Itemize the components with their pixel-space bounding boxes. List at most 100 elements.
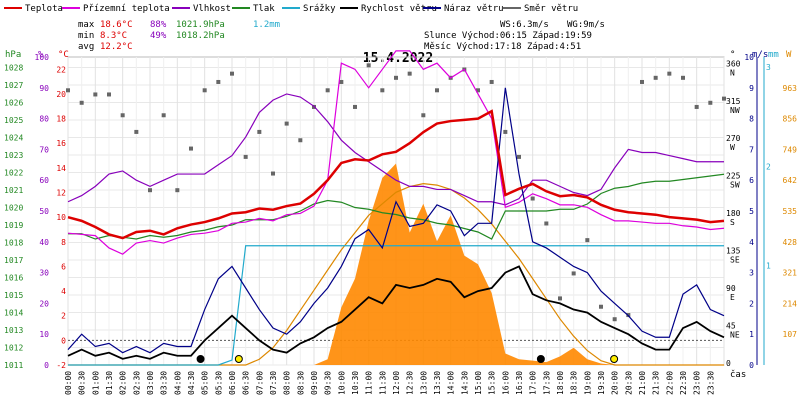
series-rychlost-vetru-line (67, 265, 725, 360)
tick-time-1: 00:30 (78, 371, 87, 395)
tick-time-40: 20:00 (611, 371, 620, 395)
tick-hpa-0: 1028 (4, 64, 23, 73)
series-smer-vetru-point (599, 304, 603, 309)
tick-time-41: 20:30 (624, 371, 633, 395)
tick-c-2: 18 (56, 115, 66, 124)
tick-c-6: 10 (56, 213, 66, 222)
series-smer-vetru-point (216, 79, 221, 84)
tick-pct-1: 90 (39, 84, 49, 93)
tick-time-24: 12:00 (392, 371, 401, 395)
series-smer-vetru-point (681, 75, 685, 80)
tick-w-3: 642 (783, 176, 798, 185)
tick-deg-dir-2: W (730, 143, 735, 152)
tick-pct-9: 10 (39, 330, 49, 339)
series-smer-vetru-point (612, 317, 617, 322)
stat-avg-temp: 12.2°C (100, 42, 133, 52)
legend-label-6: Náraz větru (444, 4, 504, 14)
series-smer-vetru-point (161, 113, 166, 118)
tick-c-1: 20 (56, 90, 66, 99)
tick-deg-6: 90 (726, 284, 736, 293)
series-prizemni-teplota-line (67, 50, 725, 255)
series-srazky-line (68, 245, 724, 366)
series-smer-vetru-point (148, 188, 152, 193)
series-slunecni-zareni-area (68, 163, 724, 365)
tick-w-6: 321 (783, 269, 798, 278)
series-smer-vetru-point (694, 104, 699, 109)
tick-ms-1: 9 (749, 84, 754, 93)
series-tlak (68, 173, 725, 240)
tick-time-47: 23:30 (706, 371, 715, 395)
series-smer-vetru-point (230, 71, 234, 76)
tick-w-5: 428 (783, 238, 798, 247)
tick-w-2: 749 (783, 145, 798, 154)
series-smer-vetru-point (544, 221, 549, 226)
marker-2 (536, 355, 545, 363)
tick-time-22: 11:00 (365, 371, 374, 395)
tick-time-18: 09:00 (310, 371, 319, 395)
series-smer-vetru-point (394, 75, 398, 80)
tick-hpa-9: 1019 (4, 221, 23, 230)
tick-time-0: 00:00 (64, 371, 73, 395)
series-smer-vetru-point (339, 79, 344, 84)
series-smer-vetru-point (175, 188, 180, 193)
tick-hpa-15: 1013 (4, 326, 23, 335)
tick-pct-7: 30 (39, 269, 49, 278)
tick-time-36: 18:00 (556, 371, 565, 395)
tick-deg-dir-3: SW (730, 181, 740, 190)
series-smer-vetru-point (722, 96, 726, 101)
series-smer-vetru-point (325, 88, 330, 93)
series-teplota (67, 109, 725, 240)
tick-hpa-16: 1012 (4, 344, 23, 353)
series-teplota-line (67, 109, 725, 240)
series-smer-vetru-point (284, 121, 289, 126)
tick-hpa-7: 1021 (4, 186, 23, 195)
plot-area (66, 50, 726, 366)
legend: Teplota Přízemní teplota Vlhkost Tlak Srážky… (4, 4, 578, 14)
tick-time-11: 05:30 (214, 371, 223, 395)
series-smer-vetru-point (571, 271, 576, 276)
series-smer-vetru-point (421, 113, 426, 118)
tick-time-3: 01:30 (105, 371, 114, 395)
tick-hpa-12: 1016 (4, 274, 23, 283)
stat-max-hum: 88% (150, 20, 167, 30)
series-rychlost-vetru (67, 265, 725, 360)
series-smer-vetru-point (653, 75, 658, 80)
tick-c-8: 6 (61, 262, 66, 271)
tick-time-21: 10:30 (351, 371, 360, 395)
tick-time-44: 22:00 (665, 371, 674, 395)
tick-ms-2: 8 (749, 115, 754, 124)
tick-ms-10: 0 (749, 361, 754, 370)
tick-deg-dir-4: S (730, 218, 735, 227)
series-slunecni-zareni (68, 163, 724, 365)
series-smer-vetru-point (353, 104, 357, 109)
tick-hpa-11: 1017 (4, 256, 23, 265)
tick-time-39: 19:30 (597, 371, 606, 395)
tick-hpa-2: 1026 (4, 99, 23, 108)
tick-pct-8: 20 (39, 299, 49, 308)
series-smer-vetru-point (558, 296, 562, 301)
tick-deg-2: 270 (726, 134, 741, 143)
series-tlak-line (68, 173, 725, 240)
tick-time-9: 04:30 (187, 371, 196, 395)
tick-time-28: 14:00 (447, 371, 456, 395)
tick-time-26: 13:00 (419, 371, 428, 395)
series-smer-vetru-point (435, 88, 439, 93)
series-smer-vetru-point (134, 129, 139, 134)
unit-hpa: hPa (5, 50, 21, 60)
tick-time-6: 03:00 (146, 371, 155, 395)
tick-time-20: 10:00 (337, 371, 346, 395)
tick-hpa-8: 1020 (4, 204, 23, 213)
tick-time-12: 06:00 (228, 371, 237, 395)
tick-w-4: 535 (783, 207, 798, 216)
tick-deg-3: 225 (726, 172, 741, 181)
tick-hpa-13: 1015 (4, 291, 23, 300)
series-smer-vetru-point (120, 113, 125, 118)
series-smer-vetru-point (79, 100, 84, 105)
stat-max-press: 1021.9hPa (176, 20, 225, 30)
tick-mm-2: 1 (766, 262, 771, 271)
tick-time-46: 23:00 (693, 371, 702, 395)
legend-label-1: Přízemní teplota (83, 4, 170, 14)
stat-min-press: 1018.2hPa (176, 31, 225, 41)
unit-c: °C (58, 50, 69, 60)
